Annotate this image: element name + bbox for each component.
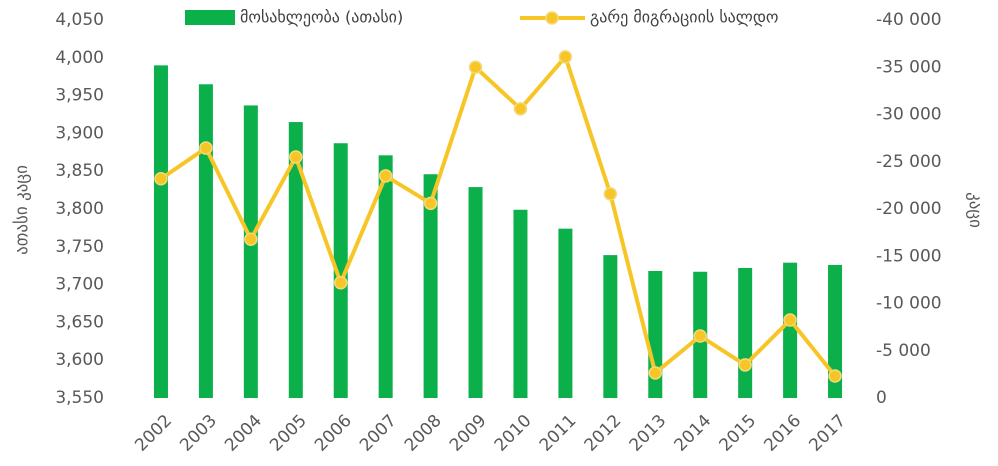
- bar: [378, 155, 393, 398]
- line-marker: [378, 169, 393, 183]
- x-tick-label: 2003: [176, 411, 221, 456]
- x-tick-label: 2012: [581, 411, 626, 456]
- bar: [468, 187, 483, 398]
- y2-tick-label: -30 000: [876, 105, 942, 125]
- line-marker: [468, 60, 483, 74]
- line-marker: [423, 196, 438, 211]
- x-tick-label: 2002: [131, 411, 176, 456]
- line-marker: [693, 329, 707, 343]
- line-marker: [289, 150, 303, 164]
- y-tick-label: 3,700: [55, 275, 104, 295]
- y2-tick-label: 0: [876, 388, 887, 408]
- y-tick-label: 4,050: [55, 10, 104, 30]
- y-axis-label: ათასი კაცი: [12, 165, 32, 255]
- x-tick-label: 2016: [760, 411, 805, 456]
- line-marker: [244, 232, 258, 246]
- line-marker: [154, 172, 168, 186]
- y-tick-label: 4,000: [55, 48, 104, 68]
- x-tick-label: 2005: [266, 411, 311, 456]
- x-tick-label: 2007: [356, 411, 401, 456]
- bar: [153, 65, 168, 399]
- y2-tick-label: -35 000: [876, 57, 942, 77]
- y-tick-label: 3,550: [55, 388, 104, 408]
- y-tick-label: 3,750: [55, 237, 104, 257]
- bar: [423, 174, 438, 398]
- bar: [783, 262, 798, 398]
- bar: [333, 143, 348, 398]
- legend-label: მოსახლეობა (ათასი): [240, 8, 403, 27]
- x-tick-label: 2009: [446, 411, 491, 456]
- bar: [198, 84, 213, 398]
- y-tick-label: 3,950: [55, 86, 104, 106]
- y2-tick-label: -10 000: [876, 294, 942, 314]
- line-marker: [648, 366, 663, 380]
- line-marker: [738, 358, 752, 372]
- x-tick-label: 2008: [401, 411, 446, 456]
- y-tick-label: 3,600: [55, 350, 104, 370]
- y2-tick-label: -15 000: [876, 246, 942, 266]
- x-tick-label: 2017: [805, 411, 850, 456]
- line-marker: [333, 275, 348, 290]
- y2-tick-label: -20 000: [876, 199, 942, 219]
- y2-axis-label: კაცი: [965, 192, 985, 228]
- bar: [558, 228, 573, 398]
- line-marker: [828, 369, 842, 383]
- y2-tick-label: -5 000: [876, 341, 931, 361]
- y-tick-label: 3,850: [55, 161, 104, 181]
- line-marker: [199, 141, 213, 155]
- y-tick-label: 3,900: [55, 123, 104, 143]
- bar: [738, 267, 753, 398]
- line-marker: [603, 187, 618, 201]
- bar: [288, 122, 303, 398]
- y2-tick-label: -40 000: [876, 10, 942, 30]
- line-marker: [783, 313, 797, 327]
- x-tick-label: 2004: [221, 411, 266, 456]
- x-tick-label: 2014: [671, 411, 716, 456]
- line-marker: [513, 102, 528, 116]
- x-tick-label: 2006: [311, 411, 356, 456]
- legend-swatch: [185, 10, 235, 25]
- x-tick-label: 2015: [715, 411, 760, 456]
- bar: [513, 209, 528, 398]
- legend-label: გარე მიგრაციის სალდო: [590, 8, 779, 27]
- bar: [828, 264, 843, 398]
- line-marker: [558, 50, 573, 64]
- y-tick-label: 3,800: [55, 199, 104, 219]
- x-tick-label: 2013: [626, 411, 671, 456]
- y-tick-label: 3,650: [55, 312, 104, 332]
- x-tick-label: 2011: [536, 411, 581, 456]
- line: [159, 54, 837, 378]
- bar: [603, 255, 618, 398]
- y2-tick-label: -25 000: [876, 152, 942, 172]
- bar: [243, 105, 258, 398]
- x-tick-label: 2010: [491, 411, 536, 456]
- legend-marker: [545, 11, 559, 25]
